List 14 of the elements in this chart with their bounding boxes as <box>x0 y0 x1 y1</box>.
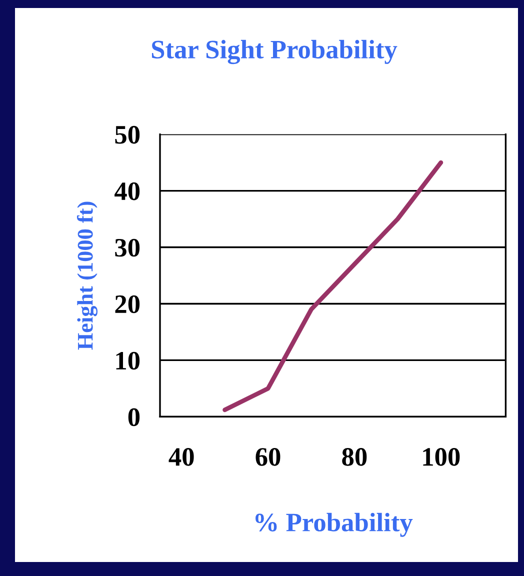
y-tick-label: 50 <box>115 126 140 144</box>
x-tick-label: 100 <box>423 448 460 466</box>
line-series <box>222 160 444 412</box>
chart-title: Star Sight Probability <box>152 40 398 64</box>
x-axis-title: % Probability <box>256 512 413 537</box>
y-tick-label: 30 <box>115 238 140 257</box>
y-axis-title: Height (1000 ft) <box>76 202 98 350</box>
x-tick-label: 80 <box>342 448 367 466</box>
x-tick-label: 60 <box>256 448 280 466</box>
x-tick-label: 40 <box>168 448 194 466</box>
y-tick-label: 0 <box>128 408 140 426</box>
y-tick-label: 40 <box>114 182 140 200</box>
y-tick-label: 10 <box>116 352 140 370</box>
y-tick-label: 20 <box>115 295 140 314</box>
